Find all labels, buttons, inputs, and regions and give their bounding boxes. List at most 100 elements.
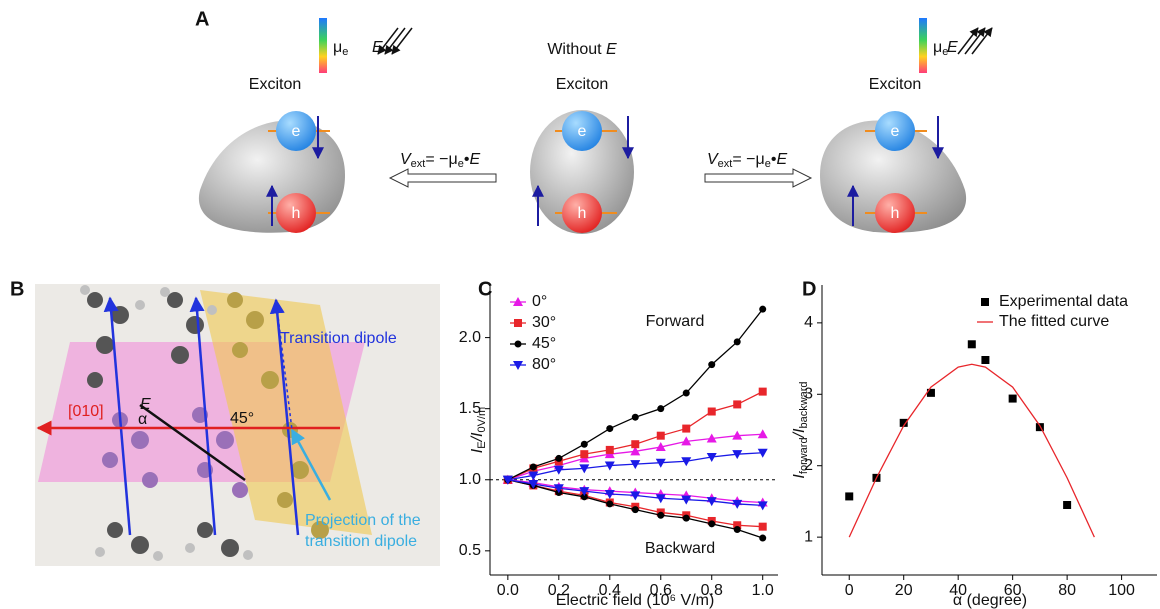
v-sub: ext [411,158,426,170]
field-label: E [372,39,383,56]
legend-label: Experimental data [999,293,1128,310]
y-label-sep: /I [469,432,486,442]
x-tick-label: 0.0 [497,582,519,599]
point [657,432,665,440]
point [759,523,767,531]
y-label-sep: /I [791,428,808,438]
point [758,429,768,438]
exciton-label: Exciton [556,76,608,93]
mu-sub: e [342,46,348,58]
y-tick-label: 0.5 [459,542,481,559]
point [734,526,741,533]
point [968,340,976,348]
v-sub: ext [718,158,733,170]
legend-label: The fitted curve [999,313,1109,330]
legend-marker [981,298,989,306]
point [581,441,588,448]
panel-b: B Transition dipole E α 45° [010] Projec… [10,278,440,566]
hole-label: h [292,205,301,222]
angle-label: α [138,411,147,428]
y-label-sub: backward [798,381,810,428]
legend-marker [514,319,522,327]
projection-label: Projection of the [305,512,421,529]
field-label: E [947,39,958,56]
x-tick-label: 0 [845,582,854,599]
point [631,440,639,448]
x-tick-label: 1.0 [752,582,774,599]
without-field-e: E [606,41,617,58]
panel-label: B [10,278,24,300]
projection-label: transition dipole [305,533,417,550]
x-tick-label: 80 [1058,582,1076,599]
field-arrows [378,28,992,54]
y-axis-label: Iforward/Ibackward [791,381,810,478]
potential-label: Vext= −μe•E [400,151,480,170]
x-tick-label: 100 [1108,582,1135,599]
dipole-bar [319,18,327,73]
figure: A e h e h e h μe μe E E Without E Excito… [0,0,1160,609]
fit-line [849,364,1094,537]
point [657,512,664,519]
eq: = −μ [425,151,457,168]
point [708,408,716,416]
point [845,492,853,500]
without: Without [547,41,606,58]
point [759,388,767,396]
hole-label: h [891,205,900,222]
point [683,390,690,397]
dipole-bar [919,18,927,73]
mu: μ [933,39,942,56]
point [733,400,741,408]
point [1009,395,1017,403]
point [632,506,639,513]
point [606,500,613,507]
annotation: Backward [645,540,715,557]
eq-field: E [776,151,787,168]
point [734,338,741,345]
point [1063,501,1071,509]
point [708,361,715,368]
y-tick-label: 1 [804,528,813,545]
hollow-arrow [705,169,811,187]
y-label-sub: 0V/m [476,407,488,433]
y-label-sub: E [476,441,488,448]
annotation: Forward [646,313,705,330]
legend-label: 45° [532,335,556,352]
y-label-sub: forward [798,437,810,474]
legend-label: 80° [532,356,556,373]
x-axis-label: Electric field (10⁶ V/m) [556,592,715,609]
exciton-label: Exciton [869,76,921,93]
potential-label: Vext= −μe•E [707,151,787,170]
panel-a: A e h e h e h μe μe E E Without E Excito… [195,8,992,234]
point [759,535,766,542]
electron-label: e [292,123,301,140]
point [555,455,562,462]
panel-label: A [195,8,209,30]
point [708,520,715,527]
point [682,425,690,433]
point [657,405,664,412]
dipole-label: μe [333,39,348,58]
x-tick-label: 20 [895,582,913,599]
transition-label: Transition dipole [280,330,397,347]
mu: μ [333,39,342,56]
point [981,356,989,364]
legend-label: 0° [532,293,547,310]
y-tick-label: 2.0 [459,329,481,346]
electron-label: e [578,123,587,140]
legend-marker [515,341,522,348]
electron-label: e [891,123,900,140]
exciton-label: Exciton [249,76,301,93]
point [759,306,766,313]
eq: = −μ [732,151,764,168]
y-tick-label: 4 [804,314,813,331]
y-tick-label: 1.0 [459,471,481,488]
without-field: Without E [547,41,617,58]
point [632,414,639,421]
point [606,425,613,432]
angle-label: 45° [230,410,254,427]
point [683,515,690,522]
point [606,446,614,454]
direction-label: [010] [68,403,104,420]
hollow-arrow [390,169,496,187]
